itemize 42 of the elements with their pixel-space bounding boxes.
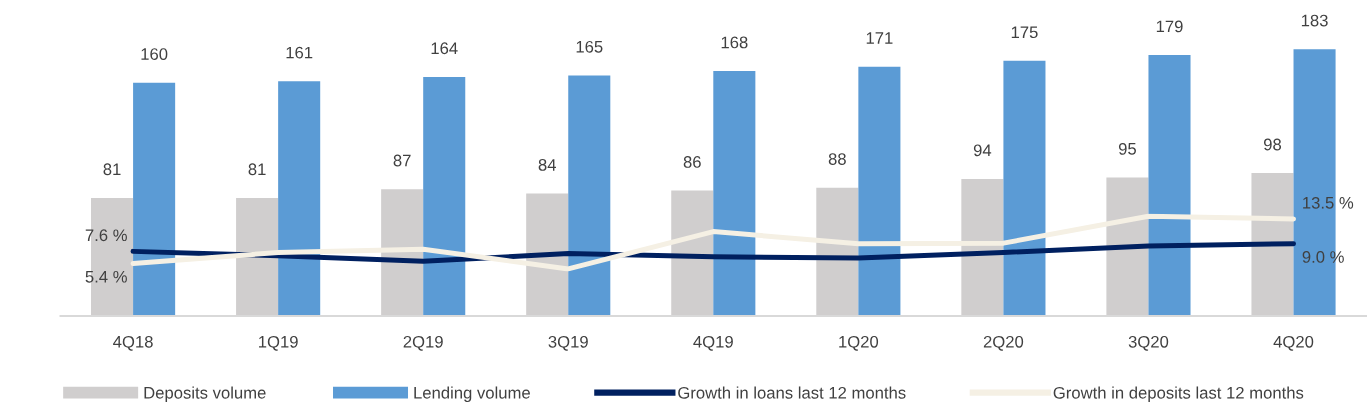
x-tick-label: 3Q19 <box>548 335 588 351</box>
data-label: 87 <box>393 154 411 167</box>
x-tick-label: 3Q20 <box>1128 335 1169 351</box>
x-tick-label: 2Q19 <box>403 335 443 351</box>
legend-label: Growth in deposits last 12 months <box>1053 386 1304 402</box>
data-label: 81 <box>103 163 121 176</box>
bar <box>1003 60 1046 316</box>
bar <box>713 71 756 316</box>
x-tick-label: 1Q20 <box>839 335 879 351</box>
data-label: 171 <box>866 32 893 44</box>
bar <box>1148 55 1191 316</box>
data-label: 175 <box>1011 26 1038 39</box>
data-label: 161 <box>286 46 313 59</box>
data-label: 13.5 % <box>1303 196 1354 209</box>
bar <box>568 75 611 316</box>
legend-label: Lending volume <box>414 386 530 402</box>
data-label: 5.4 % <box>85 270 127 283</box>
data-label: 88 <box>828 153 846 165</box>
data-label: 7.6 % <box>85 229 127 242</box>
data-label: 84 <box>538 158 556 171</box>
x-tick-label: 4Q20 <box>1273 335 1314 351</box>
data-label: 168 <box>721 36 748 49</box>
x-tick-label: 2Q20 <box>983 335 1024 351</box>
data-label: 81 <box>248 163 266 176</box>
legend-label: Growth in loans last 12 months <box>678 386 906 399</box>
data-label: 179 <box>1156 20 1183 33</box>
data-label: 164 <box>431 42 458 55</box>
data-label: 86 <box>683 156 701 168</box>
bar <box>133 82 176 316</box>
x-tick-label: 4Q18 <box>113 335 153 351</box>
bar <box>423 76 466 316</box>
x-tick-label: 1Q19 <box>259 335 298 351</box>
data-label: 183 <box>1301 14 1328 27</box>
data-label: 94 <box>973 144 992 157</box>
data-label: 165 <box>576 40 603 53</box>
data-label: 98 <box>1264 138 1282 151</box>
bar <box>278 81 321 316</box>
x-tick-label: 4Q19 <box>693 335 733 351</box>
data-label: 95 <box>1118 142 1136 155</box>
legend-label: Deposits volume <box>144 386 266 402</box>
bar <box>858 66 901 316</box>
data-label: 160 <box>141 48 168 60</box>
